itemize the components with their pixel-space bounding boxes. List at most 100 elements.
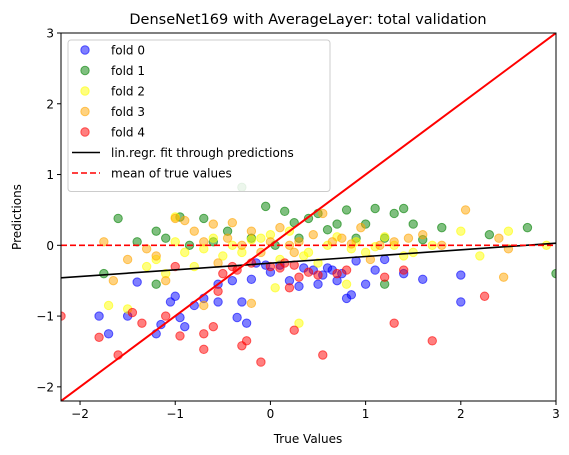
point-fold-2 [456,226,466,236]
point-fold-0 [237,297,247,307]
point-fold-4 [294,272,304,282]
point-fold-3 [418,229,428,240]
point-fold-0 [313,279,323,289]
point-fold-4 [170,261,180,272]
point-fold-1 [151,226,161,236]
point-fold-4 [398,265,409,275]
point-fold-3 [365,254,376,265]
point-fold-4 [303,267,314,277]
point-fold-3 [199,300,209,311]
identity-line [61,33,556,401]
point-fold-4 [213,286,223,297]
legend-label: lin.regr. fit through predictions [111,146,294,160]
point-fold-2 [170,237,180,247]
point-fold-1 [408,219,418,229]
point-fold-1 [322,225,333,235]
point-fold-4 [427,336,437,346]
point-fold-3 [460,205,471,215]
point-fold-1 [522,222,533,233]
point-fold-3 [337,233,347,243]
point-fold-3 [308,229,318,240]
point-fold-2 [246,234,257,245]
legend-marker [80,106,90,117]
point-fold-1 [161,233,171,243]
point-fold-4 [127,307,138,318]
reference-lines-layer [61,33,556,401]
point-fold-4 [175,331,185,341]
point-fold-2 [313,258,323,268]
legend-marker [80,127,90,137]
point-fold-0 [232,312,242,323]
point-fold-2 [270,283,280,293]
point-fold-4 [137,318,147,328]
point-fold-3 [99,237,109,247]
point-fold-2 [341,279,352,289]
point-fold-3 [356,222,366,233]
point-fold-1 [260,201,271,212]
point-fold-3 [199,237,209,247]
point-fold-2 [103,300,114,311]
chart-title: DenseNet169 with AverageLayer: total val… [129,12,486,28]
point-fold-1 [341,205,352,215]
point-fold-3 [108,275,119,286]
point-fold-1 [151,279,161,289]
point-fold-1 [437,222,447,233]
point-fold-0 [132,277,142,287]
point-fold-0 [360,279,371,289]
point-fold-2 [218,251,228,261]
point-fold-3 [189,226,199,236]
point-fold-1 [99,268,109,279]
point-fold-4 [379,272,390,282]
point-fold-0 [346,290,357,300]
point-fold-4 [332,268,342,279]
legend-label: mean of true values [111,167,232,181]
point-fold-2 [180,247,190,258]
y-tick-label: 0 [46,239,54,253]
legend-label: fold 4 [111,126,145,140]
point-fold-3 [161,275,171,286]
point-fold-0 [418,274,428,284]
point-fold-3 [222,233,233,243]
point-fold-2 [141,261,152,272]
point-fold-0 [170,291,180,301]
point-fold-2 [379,232,390,242]
y-tick-label: −1 [36,310,54,324]
point-fold-2 [303,247,314,258]
point-fold-2 [208,233,219,243]
legend-label: fold 1 [111,64,145,78]
point-fold-3 [275,222,285,233]
point-fold-2 [256,233,266,243]
x-tick-label: 3 [552,407,560,421]
legend-label: fold 0 [111,44,145,58]
point-fold-4 [94,332,104,343]
point-fold-4 [389,318,399,328]
point-fold-4 [289,325,299,335]
y-tick-label: 3 [46,27,54,41]
point-fold-4 [199,344,209,355]
point-fold-0 [94,311,104,321]
point-fold-3 [246,298,257,309]
point-fold-3 [170,213,180,224]
x-tick-label: 2 [457,407,465,421]
point-fold-4 [284,283,295,293]
point-fold-4 [318,350,328,360]
x-tick-label: −2 [71,407,89,421]
point-fold-4 [208,321,219,332]
point-fold-3 [318,208,328,219]
point-fold-2 [294,318,304,328]
point-fold-3 [151,251,161,261]
y-tick-label: −2 [36,380,54,394]
point-fold-0 [227,275,238,286]
y-axis-label: Predictions [10,184,24,250]
plot-frame [60,32,557,402]
legend: fold 0 fold 1 fold 2 fold 3 fold 4 lin.regr. … [67,39,331,192]
point-fold-3 [494,233,504,243]
point-fold-0 [379,254,390,265]
point-fold-4 [313,270,323,280]
point-fold-4 [341,265,352,275]
point-fold-0 [370,265,380,275]
legend-marker [80,65,90,76]
point-fold-4 [218,268,228,279]
x-axis-label: True Values [273,432,343,446]
